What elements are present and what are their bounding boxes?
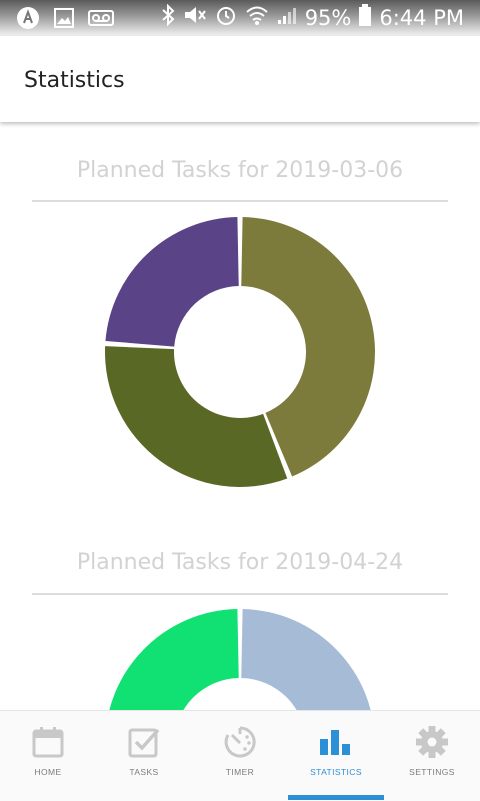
voicemail-icon (88, 10, 114, 31)
battery-icon (359, 4, 372, 32)
image-icon (54, 8, 74, 33)
donut-slice (241, 609, 371, 710)
donut-chart-2 (109, 609, 371, 710)
nav-label-home: HOME (34, 767, 62, 777)
nav-item-timer[interactable]: TIMER (192, 711, 288, 801)
nav-label-statistics: STATISTICS (310, 767, 362, 777)
app-icon (16, 6, 40, 35)
timer-icon (224, 726, 256, 758)
chart-divider-1 (32, 200, 448, 202)
signal-icon (277, 5, 297, 31)
nav-label-timer: TIMER (225, 767, 255, 777)
bluetooth-icon (161, 3, 175, 32)
chart-title-2: Planned Tasks for 2019-04-24 (76, 550, 404, 575)
page-title: Statistics (24, 68, 125, 93)
mute-icon (183, 4, 207, 32)
nav-item-tasks[interactable]: TASKS (96, 711, 192, 801)
battery-percent: 95% (304, 6, 352, 30)
wifi-icon (245, 4, 269, 32)
statistics-content[interactable]: Planned Tasks for 2019-03-06 Planned Tas… (0, 122, 480, 710)
status-bar: 95% 6:44 PM (0, 0, 480, 36)
app-header: Statistics (0, 36, 480, 122)
calendar-icon (32, 727, 64, 758)
donut-chart-1 (105, 217, 375, 487)
donut-slice (105, 346, 288, 487)
alarm-icon (215, 4, 237, 32)
bar-chart-icon (320, 730, 350, 755)
nav-item-statistics[interactable]: STATISTICS (288, 711, 384, 801)
nav-item-settings[interactable]: SETTINGS (384, 711, 480, 801)
bottom-navigation: HOME TASKS TIMER STATISTICS (0, 710, 480, 801)
gear-icon (416, 726, 448, 758)
chart-title-1: Planned Tasks for 2019-03-06 (76, 158, 404, 183)
active-tab-indicator (288, 795, 384, 800)
donut-slice (241, 217, 375, 477)
donut-slice (105, 217, 239, 347)
nav-label-tasks: TASKS (129, 767, 159, 777)
nav-item-home[interactable]: HOME (0, 711, 96, 801)
chart-divider-2 (32, 593, 448, 595)
status-time: 6:44 PM (379, 6, 464, 30)
nav-label-settings: SETTINGS (409, 767, 455, 777)
checkbox-icon (128, 728, 160, 758)
donut-slice (109, 609, 239, 710)
